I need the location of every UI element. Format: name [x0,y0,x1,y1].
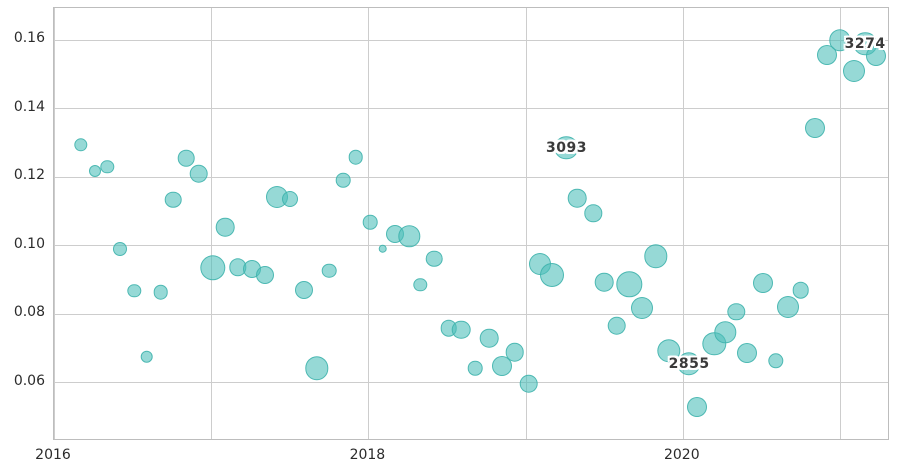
data-point [727,303,745,321]
data-point [804,118,825,139]
y-tick-label: 0.16 [13,30,45,47]
y-tick-label: 0.08 [13,304,45,321]
data-point [413,278,427,292]
gridline-x-2020 [682,8,684,439]
data-point [398,225,420,247]
gridline-x-2019 [525,8,527,439]
data-point [777,296,800,319]
data-point [630,296,653,319]
data-point [554,136,579,160]
y-tick-label: 0.10 [13,235,45,252]
x-tick-label: 2016 [35,447,71,463]
data-point [189,164,208,184]
data-point [294,281,313,300]
gridline-y-0.14 [54,108,888,110]
x-tick-label: 2020 [663,447,700,463]
data-point [348,149,364,165]
data-point [281,191,298,208]
data-point [843,59,866,82]
data-point [426,250,443,268]
data-point [829,29,851,51]
data-point [362,214,378,230]
point-label: 2855 [668,355,710,372]
data-point [480,328,499,348]
data-point [451,320,471,339]
data-point [752,273,773,294]
data-point [177,150,195,167]
data-point [335,173,351,188]
gridline-x-2016 [54,8,55,439]
data-point [540,262,565,287]
data-point [127,284,141,298]
y-tick-label: 0.12 [13,167,45,184]
data-point [817,44,838,65]
y-tick-label: 0.14 [13,98,45,115]
data-point [113,241,128,256]
data-point [686,396,707,417]
point-label: 3093 [545,140,587,157]
data-point [714,321,736,344]
y-tick-label: 0.06 [13,372,45,389]
data-point [656,339,681,363]
data-point [468,361,483,376]
gridline-x-2017 [211,8,213,439]
data-point [607,316,627,336]
point-label: 3274 [844,35,886,52]
data-point [866,45,887,66]
x-tick-label: 2018 [349,447,386,463]
gridline-y-0.08 [54,313,888,315]
data-point [378,244,387,254]
data-point [140,350,154,364]
data-point [321,263,337,279]
data-point [767,353,784,369]
data-point [519,374,539,394]
gridline-y-0.12 [54,176,888,178]
gridline-y-0.06 [54,382,888,384]
data-point [505,342,524,362]
data-point [737,342,758,363]
data-point [216,217,235,237]
data-point [74,138,88,152]
data-point [153,284,169,300]
plot-area: 3093 2855 3274 [53,7,889,440]
data-point [644,244,668,269]
data-point [88,165,101,178]
data-point [165,191,182,209]
data-point [200,255,226,281]
gridline-x-2021 [840,8,841,439]
data-point [616,271,643,298]
data-point [568,189,587,208]
data-point [594,273,614,292]
data-point [677,352,701,376]
data-point [584,204,602,222]
data-point [492,356,513,377]
data-point [304,356,329,381]
data-point [100,160,115,174]
gridline-y-0.16 [54,39,888,41]
gridline-y-0.10 [54,245,888,247]
data-point [255,266,274,285]
data-point [792,281,809,299]
